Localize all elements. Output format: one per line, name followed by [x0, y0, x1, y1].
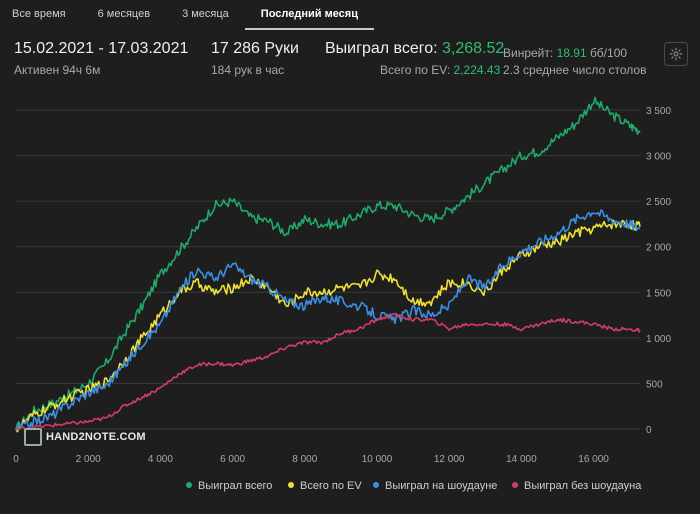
settings-button[interactable]	[664, 42, 688, 66]
chart-legend: Выиграл всего Всего по EV Выиграл на шоу…	[0, 480, 700, 496]
date-range: 15.02.2021 - 17.03.2021	[14, 40, 189, 57]
tab-all-time[interactable]: Все время	[12, 8, 66, 20]
winrate-label: Винрейт:	[503, 46, 554, 60]
x-tick-label: 14 000	[506, 454, 537, 465]
y-tick-label: 2 500	[646, 197, 671, 208]
x-tick-label: 16 000	[578, 454, 609, 465]
y-tick-label: 3 500	[646, 106, 671, 117]
tab-6-months[interactable]: 6 месяцев	[97, 8, 151, 20]
gear-icon	[669, 47, 683, 61]
legend-dot	[186, 482, 192, 489]
x-tick-label: 0	[13, 454, 19, 465]
tab-last-month[interactable]: Последний месяц	[244, 0, 374, 30]
results-chart: 0 500 1 000 1 500 2 000 2 500 3 000 3 500 0 2 000…	[13, 96, 671, 465]
hands-count: 17 286 Руки	[211, 40, 299, 57]
series-line	[15, 209, 641, 431]
watermark-text: HAND2NOTE.COM	[46, 430, 146, 443]
y-tick-label: 0	[646, 425, 652, 436]
won-total-value: 3,268.52	[442, 40, 505, 57]
ev-total: Всего по EV: 2,224.43	[380, 63, 500, 77]
active-time: Активен 94ч 6м	[14, 63, 101, 77]
legend-dot	[512, 482, 518, 489]
y-tick-label: 500	[646, 379, 663, 390]
hands-per-hour: 184 рук в час	[211, 63, 285, 77]
winrate-value: 18.91	[556, 46, 587, 60]
legend-label: Всего по EV	[300, 480, 362, 492]
period-tabs: Все время 6 месяцев 3 месяца Последний м…	[0, 0, 374, 30]
legend-item-won-total[interactable]: Выиграл всего	[186, 480, 272, 492]
legend-item-showdown[interactable]: Выиграл на шоудауне	[373, 480, 497, 492]
x-tick-label: 4 000	[148, 454, 173, 465]
legend-label: Выиграл на шоудауне	[385, 480, 498, 492]
x-tick-label: 8 000	[292, 454, 317, 465]
stats-header: 15.02.2021 - 17.03.2021 Активен 94ч 6м 1…	[0, 40, 700, 84]
legend-label: Выиграл без шоудауна	[524, 480, 642, 492]
ev-value: 2,224.43	[453, 63, 501, 77]
tab-3-months[interactable]: 3 месяца	[182, 8, 229, 20]
y-tick-label: 2 000	[646, 243, 671, 254]
y-tick-label: 1 000	[646, 334, 671, 345]
series-line	[15, 312, 641, 431]
y-tick-label: 1 500	[646, 288, 671, 299]
legend-label: Выиграл всего	[198, 480, 273, 492]
legend-item-non-showdown[interactable]: Выиграл без шоудауна	[512, 480, 641, 492]
winrate-unit: бб/100	[589, 46, 628, 60]
watermark: HAND2NOTE.COM	[24, 428, 146, 446]
legend-item-ev[interactable]: Всего по EV	[288, 480, 362, 492]
ev-label: Всего по EV:	[380, 63, 451, 77]
avg-tables: 2.3 среднее число столов	[503, 63, 647, 77]
legend-dot	[288, 482, 294, 489]
x-tick-label: 2 000	[76, 454, 101, 465]
series-line	[15, 96, 641, 430]
legend-dot	[373, 482, 379, 489]
hand2note-logo-icon	[24, 428, 42, 446]
winrate: Винрейт: 18.91 бб/100	[503, 46, 627, 60]
won-total-label: Выиграл всего:	[325, 40, 438, 57]
y-tick-label: 3 000	[646, 152, 671, 163]
series-line	[15, 219, 641, 433]
x-tick-label: 6 000	[220, 454, 245, 465]
won-total: Выиграл всего: 3,268.52	[325, 40, 504, 58]
x-tick-label: 10 000	[362, 454, 393, 465]
x-tick-label: 12 000	[434, 454, 465, 465]
